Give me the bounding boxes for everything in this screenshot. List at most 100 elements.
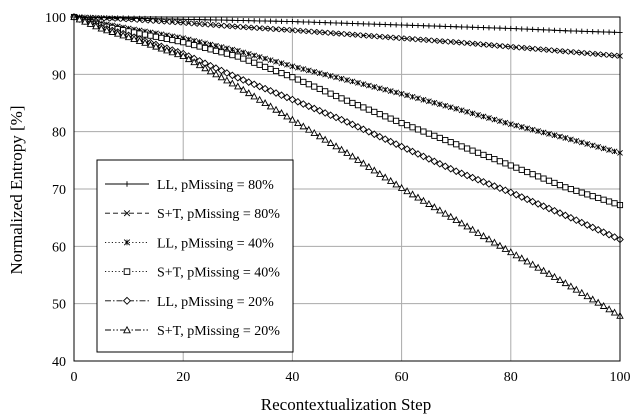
- marker-cross: [513, 44, 520, 51]
- marker-cross: [278, 26, 285, 33]
- marker-square: [447, 139, 454, 146]
- marker-square: [464, 145, 471, 152]
- marker-triangle: [370, 166, 379, 174]
- marker-triangle: [195, 61, 204, 69]
- marker-square: [469, 147, 476, 154]
- marker-triangle: [550, 272, 559, 280]
- marker-plus: [349, 20, 356, 27]
- marker-asterisk: [529, 126, 536, 133]
- marker-plus: [459, 24, 465, 30]
- marker-plus: [546, 27, 552, 33]
- marker-triangle: [217, 73, 226, 81]
- marker-asterisk: [207, 41, 214, 48]
- marker-triangle: [184, 55, 193, 63]
- marker-square: [354, 102, 361, 109]
- marker-diamond: [435, 159, 444, 168]
- marker-cross: [316, 29, 323, 36]
- marker-square: [545, 177, 553, 184]
- marker-asterisk: [273, 58, 279, 65]
- marker-triangle: [97, 24, 106, 32]
- marker-square: [169, 36, 176, 44]
- marker-asterisk: [502, 119, 509, 126]
- marker-square: [163, 35, 170, 43]
- marker-diamond: [255, 82, 264, 91]
- marker-triangle: [534, 263, 542, 271]
- marker-asterisk: [442, 102, 449, 109]
- marker-cross: [213, 22, 219, 29]
- marker-square: [207, 46, 214, 53]
- marker-square: [240, 55, 247, 62]
- marker-diamond: [490, 182, 499, 190]
- marker-triangle: [490, 238, 499, 246]
- marker-asterisk: [218, 44, 225, 50]
- marker-plus: [246, 18, 252, 24]
- marker-diamond: [474, 175, 482, 184]
- marker-cross: [207, 21, 214, 28]
- marker-plus: [404, 22, 410, 28]
- marker-triangle: [266, 102, 275, 110]
- marker-asterisk: [458, 107, 465, 114]
- marker-diamond: [315, 106, 324, 115]
- marker-cross: [431, 37, 438, 44]
- marker-plus: [306, 19, 312, 25]
- marker-plus: [590, 29, 596, 35]
- marker-square: [251, 59, 258, 66]
- marker-plus: [267, 18, 274, 24]
- legend-label: S+T, pMissing = 80%: [157, 207, 280, 222]
- marker-cross: [458, 39, 465, 46]
- marker-cross: [349, 31, 356, 38]
- marker-triangle: [392, 180, 400, 188]
- marker-cross: [174, 19, 181, 26]
- marker-asterisk: [229, 46, 236, 53]
- marker-asterisk: [486, 115, 492, 121]
- marker-square: [267, 65, 274, 72]
- marker-diamond: [261, 84, 269, 93]
- marker-square: [289, 74, 296, 81]
- marker-triangle: [386, 176, 395, 184]
- marker-plus: [202, 17, 208, 23]
- marker-square: [513, 164, 520, 171]
- marker-diamond: [446, 164, 455, 173]
- marker-asterisk: [595, 143, 602, 150]
- marker-square: [212, 47, 220, 54]
- marker-square: [343, 97, 351, 104]
- marker-square: [420, 128, 427, 135]
- x-tick-label: 0: [71, 370, 78, 385]
- marker-plus: [366, 21, 372, 27]
- marker-diamond: [397, 142, 406, 151]
- marker-triangle: [250, 92, 258, 100]
- marker-plus: [257, 18, 263, 24]
- marker-cross: [398, 35, 405, 42]
- marker-triangle: [485, 235, 493, 243]
- marker-square: [600, 196, 607, 203]
- marker-diamond: [479, 177, 488, 186]
- marker-plus: [437, 23, 443, 29]
- marker-cross: [567, 48, 574, 55]
- marker-square: [147, 32, 154, 39]
- marker-triangle: [152, 42, 160, 50]
- marker-triangle: [545, 269, 553, 277]
- marker-cross: [425, 37, 432, 44]
- marker-cross: [327, 30, 334, 36]
- marker-cross: [491, 42, 498, 49]
- marker-diamond: [457, 169, 466, 178]
- marker-diamond: [332, 113, 340, 122]
- marker-cross: [322, 29, 329, 36]
- marker-square: [485, 153, 493, 161]
- marker-square: [234, 53, 241, 60]
- marker-diamond: [452, 167, 461, 176]
- marker-cross: [229, 23, 236, 30]
- marker-asterisk: [355, 79, 361, 86]
- marker-cross: [382, 34, 389, 40]
- marker-plus: [393, 22, 399, 28]
- marker-square: [398, 120, 405, 127]
- marker-square: [201, 44, 209, 52]
- marker-diamond: [501, 186, 510, 195]
- marker-plus: [196, 17, 203, 23]
- marker-diamond: [266, 87, 275, 95]
- marker-plus: [519, 26, 525, 32]
- marker-diamond: [277, 91, 286, 100]
- marker-square: [507, 162, 514, 169]
- legend-label: S+T, pMissing = 20%: [157, 324, 280, 339]
- marker-triangle: [496, 241, 504, 249]
